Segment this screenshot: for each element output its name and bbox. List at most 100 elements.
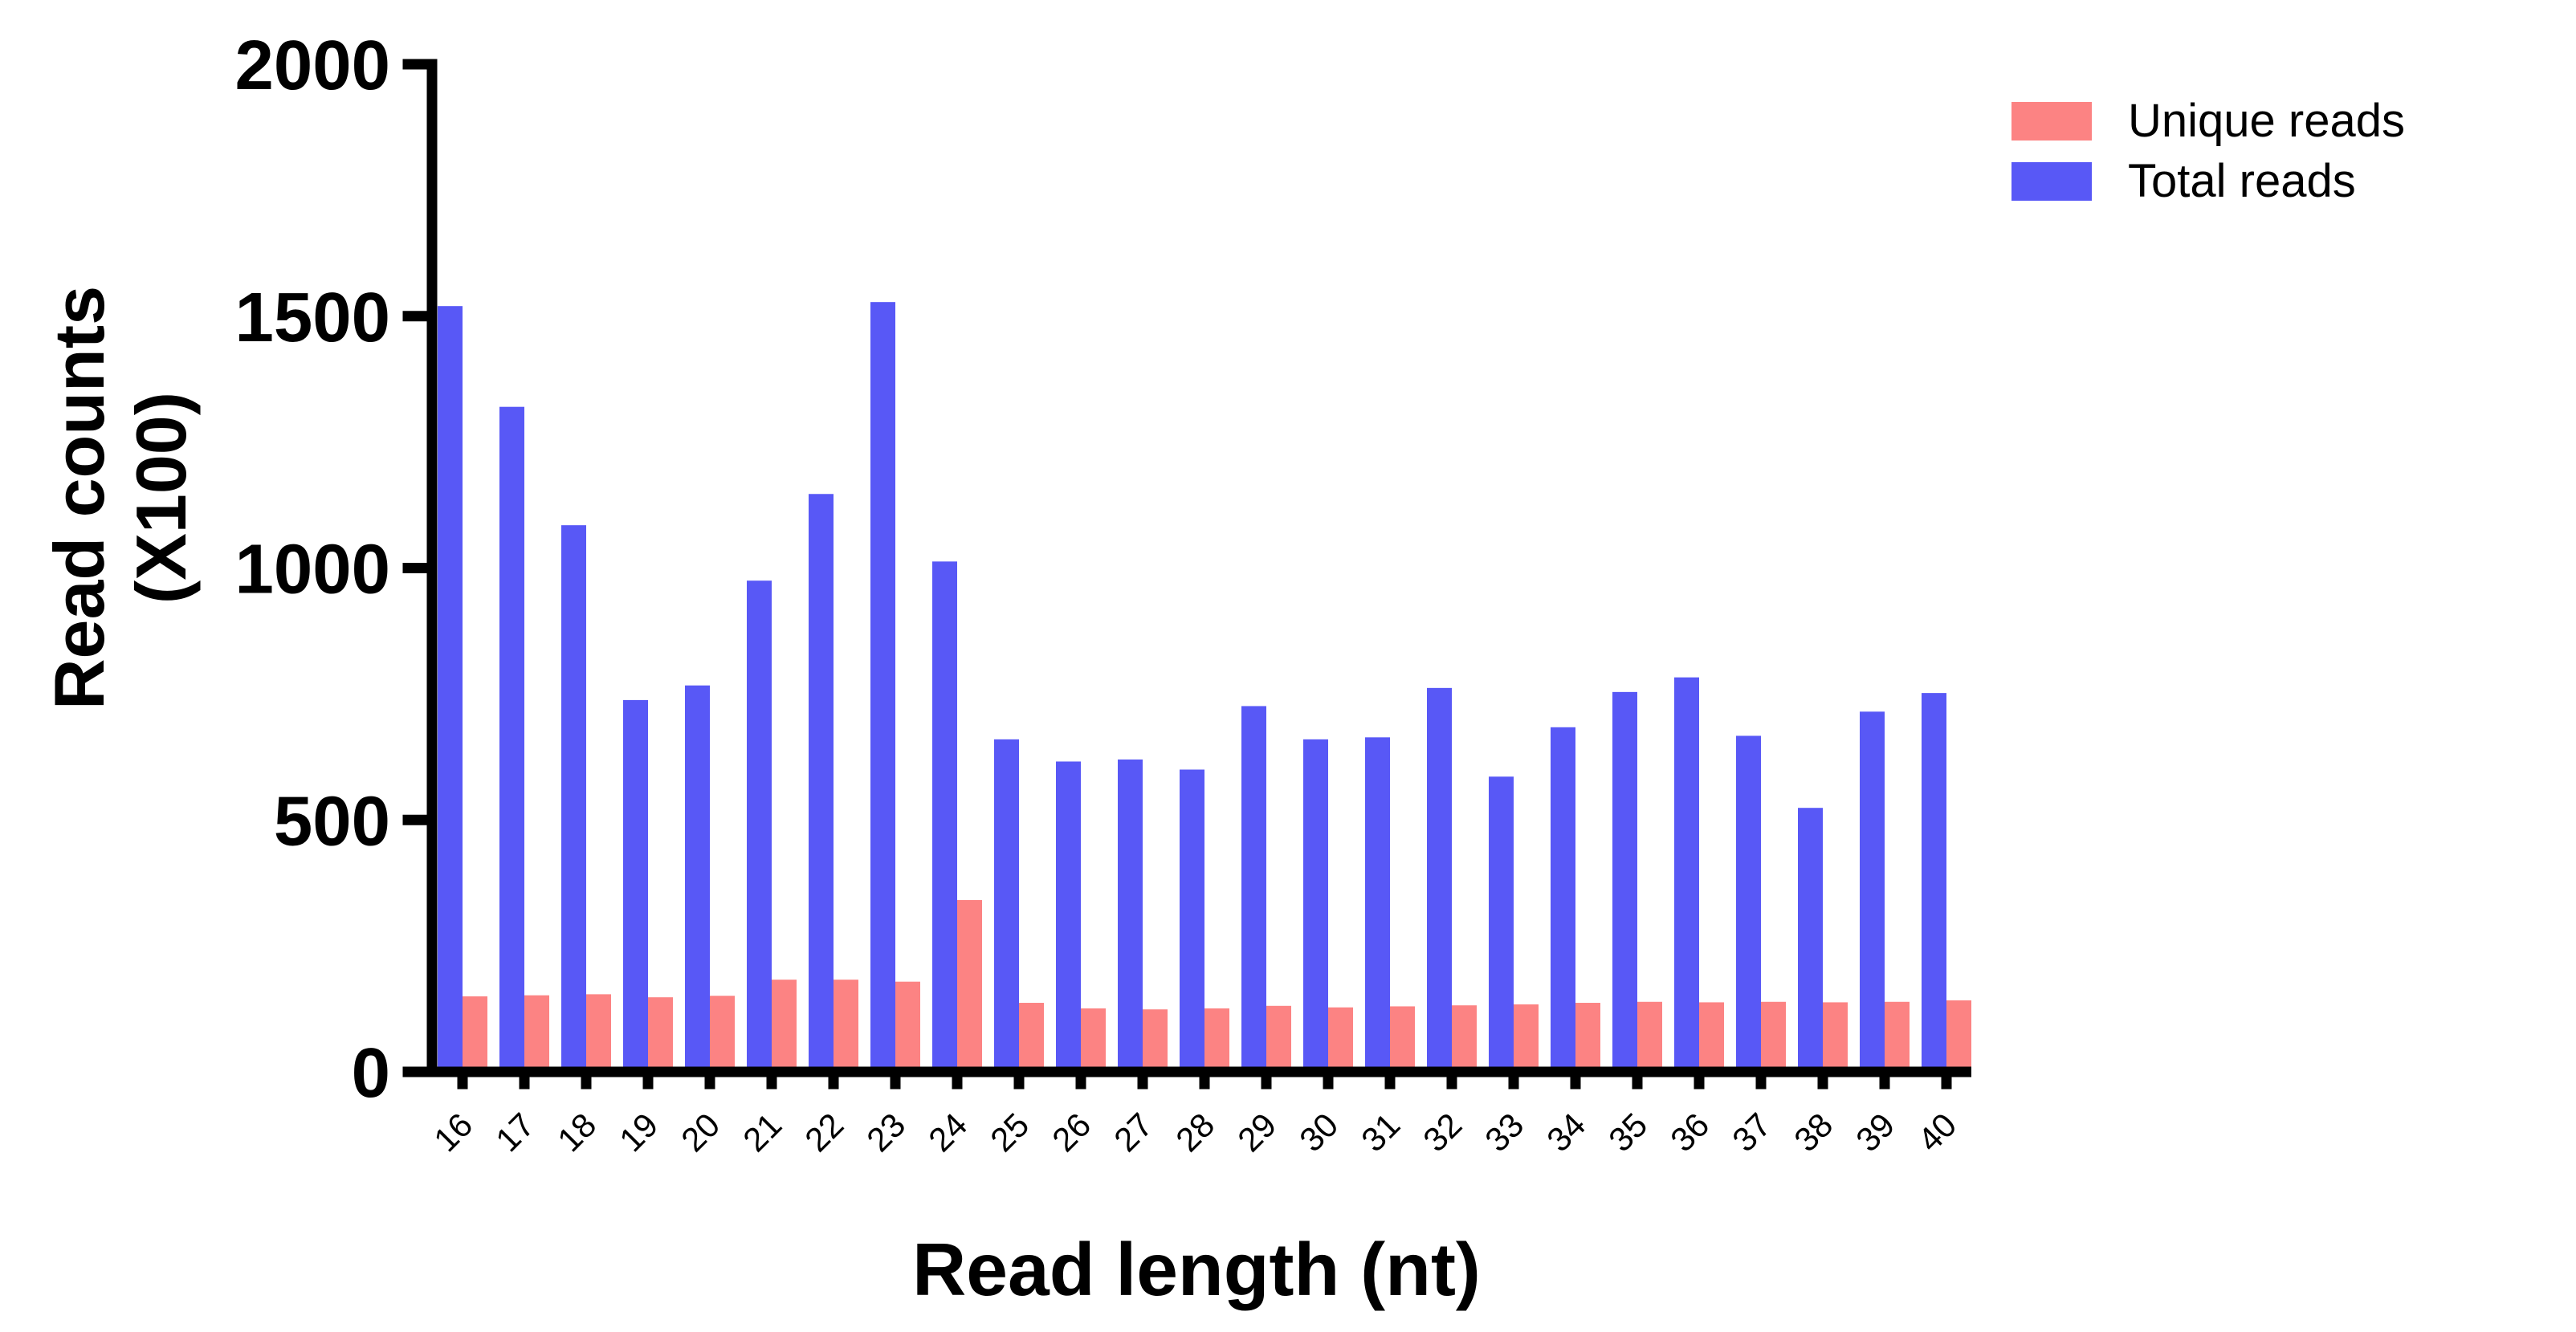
x-axis-line bbox=[426, 1066, 1971, 1077]
x-tick-label-31: 31 bbox=[1354, 1106, 1407, 1159]
bar-unique-reads-35 bbox=[1637, 1001, 1662, 1077]
bar-unique-reads-18 bbox=[586, 994, 611, 1077]
bar-total-reads-19 bbox=[623, 699, 648, 1077]
x-tick-label-26: 26 bbox=[1045, 1106, 1098, 1159]
x-tick-label-29: 29 bbox=[1230, 1106, 1283, 1159]
x-tick-label-36: 36 bbox=[1663, 1106, 1716, 1159]
x-tick-label-24: 24 bbox=[921, 1106, 974, 1159]
x-tick-label-28: 28 bbox=[1168, 1106, 1221, 1159]
x-tick-36 bbox=[1694, 1077, 1705, 1090]
bar-unique-reads-37 bbox=[1761, 1001, 1786, 1077]
x-tick-label-32: 32 bbox=[1416, 1106, 1469, 1159]
y-tick-500 bbox=[402, 814, 438, 825]
x-tick-label-39: 39 bbox=[1848, 1106, 1901, 1159]
x-tick-17 bbox=[519, 1077, 530, 1090]
y-tick-2000 bbox=[402, 59, 438, 70]
bar-unique-reads-24 bbox=[957, 900, 982, 1077]
x-tick-40 bbox=[1941, 1077, 1952, 1090]
bar-total-reads-37 bbox=[1736, 735, 1761, 1077]
x-tick-label-25: 25 bbox=[983, 1106, 1036, 1159]
bar-unique-reads-33 bbox=[1514, 1004, 1539, 1077]
bar-unique-reads-32 bbox=[1452, 1005, 1477, 1077]
legend-item-total-reads: Total reads bbox=[2011, 155, 2405, 207]
x-tick-35 bbox=[1632, 1077, 1643, 1090]
bar-total-reads-33 bbox=[1489, 776, 1514, 1077]
bar-unique-reads-38 bbox=[1823, 1002, 1848, 1077]
y-axis-title-line1: Read counts bbox=[39, 285, 119, 711]
x-tick-label-21: 21 bbox=[736, 1106, 789, 1159]
x-tick-29 bbox=[1261, 1077, 1272, 1090]
bar-total-reads-31 bbox=[1365, 737, 1390, 1077]
bar-unique-reads-36 bbox=[1699, 1002, 1724, 1077]
bar-total-reads-32 bbox=[1427, 687, 1452, 1077]
bar-unique-reads-31 bbox=[1390, 1006, 1415, 1077]
x-tick-27 bbox=[1137, 1077, 1148, 1090]
legend-swatch-unique-reads bbox=[2011, 102, 2092, 141]
bar-unique-reads-40 bbox=[1946, 1000, 1971, 1077]
x-tick-20 bbox=[704, 1077, 715, 1090]
y-axis-title-line2: (X100) bbox=[121, 391, 201, 605]
bar-total-reads-27 bbox=[1118, 759, 1143, 1077]
bar-total-reads-36 bbox=[1674, 677, 1699, 1077]
bar-total-reads-39 bbox=[1860, 711, 1885, 1077]
bar-unique-reads-17 bbox=[524, 995, 549, 1077]
legend-label-unique-reads: Unique reads bbox=[2128, 95, 2405, 147]
bar-total-reads-17 bbox=[499, 406, 524, 1077]
x-tick-22 bbox=[828, 1077, 839, 1090]
legend-label-total-reads: Total reads bbox=[2128, 155, 2356, 207]
bar-total-reads-21 bbox=[747, 580, 772, 1077]
x-tick-21 bbox=[766, 1077, 777, 1090]
x-tick-18 bbox=[581, 1077, 592, 1090]
x-tick-label-30: 30 bbox=[1292, 1106, 1345, 1159]
y-tick-label-500: 500 bbox=[274, 782, 390, 860]
x-tick-25 bbox=[1013, 1077, 1025, 1090]
x-tick-label-17: 17 bbox=[488, 1106, 541, 1159]
legend-swatch-total-reads bbox=[2011, 162, 2092, 201]
x-tick-32 bbox=[1446, 1077, 1457, 1090]
bar-total-reads-20 bbox=[685, 685, 710, 1077]
bar-unique-reads-27 bbox=[1143, 1009, 1168, 1077]
x-tick-label-23: 23 bbox=[859, 1106, 912, 1159]
bar-unique-reads-30 bbox=[1328, 1007, 1353, 1077]
bar-unique-reads-21 bbox=[772, 980, 797, 1077]
x-tick-26 bbox=[1075, 1077, 1086, 1090]
x-tick-label-33: 33 bbox=[1478, 1106, 1531, 1159]
x-tick-label-35: 35 bbox=[1601, 1106, 1654, 1159]
y-tick-0 bbox=[402, 1066, 438, 1077]
x-tick-16 bbox=[457, 1077, 468, 1090]
x-tick-label-27: 27 bbox=[1107, 1106, 1160, 1159]
x-tick-28 bbox=[1199, 1077, 1210, 1090]
bar-unique-reads-39 bbox=[1885, 1001, 1910, 1077]
x-tick-38 bbox=[1817, 1077, 1828, 1090]
x-tick-label-22: 22 bbox=[797, 1106, 850, 1159]
x-tick-23 bbox=[890, 1077, 901, 1090]
bar-total-reads-16 bbox=[438, 306, 463, 1077]
y-tick-label-1000: 1000 bbox=[234, 531, 390, 609]
bar-total-reads-40 bbox=[1922, 693, 1946, 1077]
bar-total-reads-18 bbox=[561, 525, 586, 1077]
x-tick-37 bbox=[1755, 1077, 1767, 1090]
bar-total-reads-22 bbox=[809, 494, 834, 1077]
bar-unique-reads-29 bbox=[1266, 1005, 1291, 1077]
x-tick-39 bbox=[1879, 1077, 1890, 1090]
x-tick-24 bbox=[952, 1077, 963, 1090]
y-tick-label-0: 0 bbox=[352, 1034, 390, 1112]
bar-unique-reads-34 bbox=[1575, 1003, 1600, 1077]
bar-unique-reads-25 bbox=[1019, 1003, 1044, 1077]
bar-total-reads-34 bbox=[1551, 727, 1575, 1077]
y-tick-label-2000: 2000 bbox=[234, 26, 390, 104]
bar-total-reads-23 bbox=[870, 302, 895, 1077]
y-axis-title: Read counts (X100) bbox=[39, 286, 202, 710]
bar-unique-reads-20 bbox=[710, 996, 735, 1077]
y-tick-label-1500: 1500 bbox=[234, 279, 390, 356]
x-tick-label-34: 34 bbox=[1539, 1106, 1592, 1159]
bar-unique-reads-26 bbox=[1081, 1008, 1106, 1077]
x-tick-30 bbox=[1323, 1077, 1334, 1090]
bar-total-reads-25 bbox=[994, 739, 1019, 1077]
bar-unique-reads-28 bbox=[1204, 1008, 1229, 1077]
x-tick-31 bbox=[1384, 1077, 1396, 1090]
x-axis-title: Read length (nt) bbox=[912, 1228, 1481, 1311]
legend-item-unique-reads: Unique reads bbox=[2011, 95, 2405, 147]
